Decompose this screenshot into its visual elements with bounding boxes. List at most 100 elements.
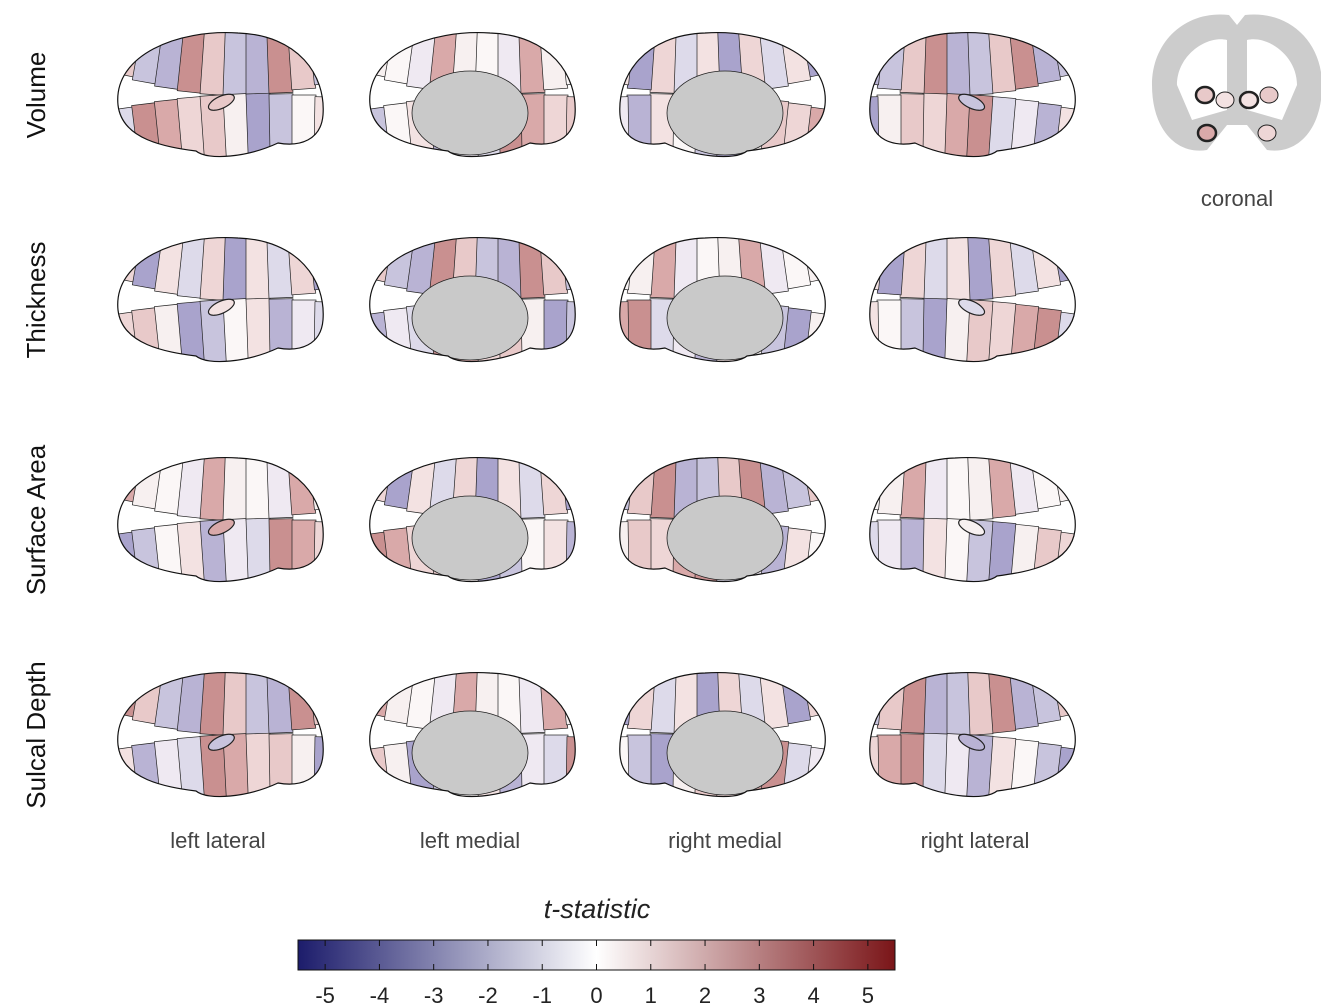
brain-outline — [869, 237, 1076, 363]
brain-outline — [117, 237, 324, 363]
inset-label: coronal — [1201, 186, 1273, 211]
region — [518, 32, 546, 94]
column-label: left lateral — [170, 828, 265, 853]
brain-regions — [117, 32, 324, 157]
coronal-inset — [1152, 14, 1321, 151]
subcortical-region — [1196, 123, 1218, 143]
region — [222, 457, 250, 522]
brain-outline — [117, 457, 324, 583]
subcortical-region — [1238, 90, 1260, 110]
brain — [117, 672, 324, 798]
region — [922, 672, 948, 736]
brain-outline — [369, 237, 576, 363]
region — [898, 518, 925, 582]
row-label: Sulcal Depth — [21, 661, 51, 808]
region — [291, 519, 317, 582]
brain-outline — [869, 32, 1076, 158]
brain-regions — [869, 672, 1076, 797]
region — [899, 457, 927, 519]
brain-outline — [619, 32, 826, 158]
region — [876, 457, 907, 516]
brain — [369, 237, 576, 363]
brain — [117, 32, 324, 158]
region — [268, 298, 295, 362]
medial-wall — [411, 710, 529, 796]
region — [543, 299, 569, 362]
tick-label: -3 — [424, 983, 444, 1008]
region — [899, 32, 927, 94]
brain-regions — [117, 237, 324, 362]
brain — [869, 32, 1076, 158]
brain-outline — [619, 237, 826, 363]
region — [898, 733, 925, 797]
brain-regions — [117, 672, 324, 797]
region — [649, 32, 677, 94]
tick-label: 0 — [590, 983, 602, 1008]
tick-label: -4 — [370, 983, 390, 1008]
region — [626, 519, 652, 582]
region — [538, 672, 569, 731]
region — [543, 519, 569, 582]
tick-label: 5 — [862, 983, 874, 1008]
region — [518, 457, 546, 519]
region — [245, 92, 273, 157]
brain-regions — [619, 457, 826, 582]
region — [649, 672, 677, 734]
tick-label: 2 — [699, 983, 711, 1008]
tick-label: -5 — [315, 983, 335, 1008]
region — [649, 457, 677, 519]
region — [920, 732, 948, 797]
region — [222, 237, 250, 302]
brain-outline — [869, 672, 1076, 798]
brain — [619, 672, 826, 798]
row-label: Thickness — [21, 241, 51, 358]
insula — [207, 298, 235, 316]
brain-regions — [117, 457, 324, 582]
region — [266, 32, 294, 94]
brain-outline — [117, 32, 324, 158]
region — [922, 32, 948, 96]
brain — [369, 32, 576, 158]
brain-regions — [619, 32, 826, 157]
tick-label: -2 — [478, 983, 498, 1008]
region — [286, 672, 317, 731]
brain-outline — [369, 457, 576, 583]
region — [920, 517, 948, 582]
brain — [869, 672, 1076, 798]
region — [286, 457, 317, 516]
brain — [619, 32, 826, 158]
region — [543, 734, 569, 797]
medial-wall — [411, 275, 529, 361]
colorbar-title: t-statistic — [544, 894, 651, 924]
region — [899, 672, 927, 734]
region — [245, 237, 271, 301]
brain-regions — [369, 672, 576, 797]
tick-label: 4 — [807, 983, 819, 1008]
brain-regions — [369, 32, 576, 157]
brain-regions — [869, 457, 1076, 582]
insula — [958, 733, 986, 751]
region — [291, 299, 317, 362]
brain — [117, 457, 324, 583]
brain-regions — [369, 457, 576, 582]
region — [899, 237, 927, 299]
region — [266, 237, 294, 299]
brain-regions — [869, 32, 1076, 157]
brain — [869, 457, 1076, 583]
medial-wall — [411, 70, 529, 156]
region — [943, 457, 971, 522]
region — [222, 32, 250, 97]
region — [876, 237, 907, 296]
brain-regions — [869, 237, 1076, 362]
region — [626, 457, 657, 516]
region — [943, 237, 971, 302]
row-label: Surface Area — [21, 444, 51, 595]
medial-wall — [666, 710, 784, 796]
brain-regions — [369, 237, 576, 362]
region — [876, 94, 902, 157]
region — [245, 732, 273, 797]
medial-wall — [666, 70, 784, 156]
region — [266, 672, 294, 734]
column-label: right medial — [668, 828, 782, 853]
